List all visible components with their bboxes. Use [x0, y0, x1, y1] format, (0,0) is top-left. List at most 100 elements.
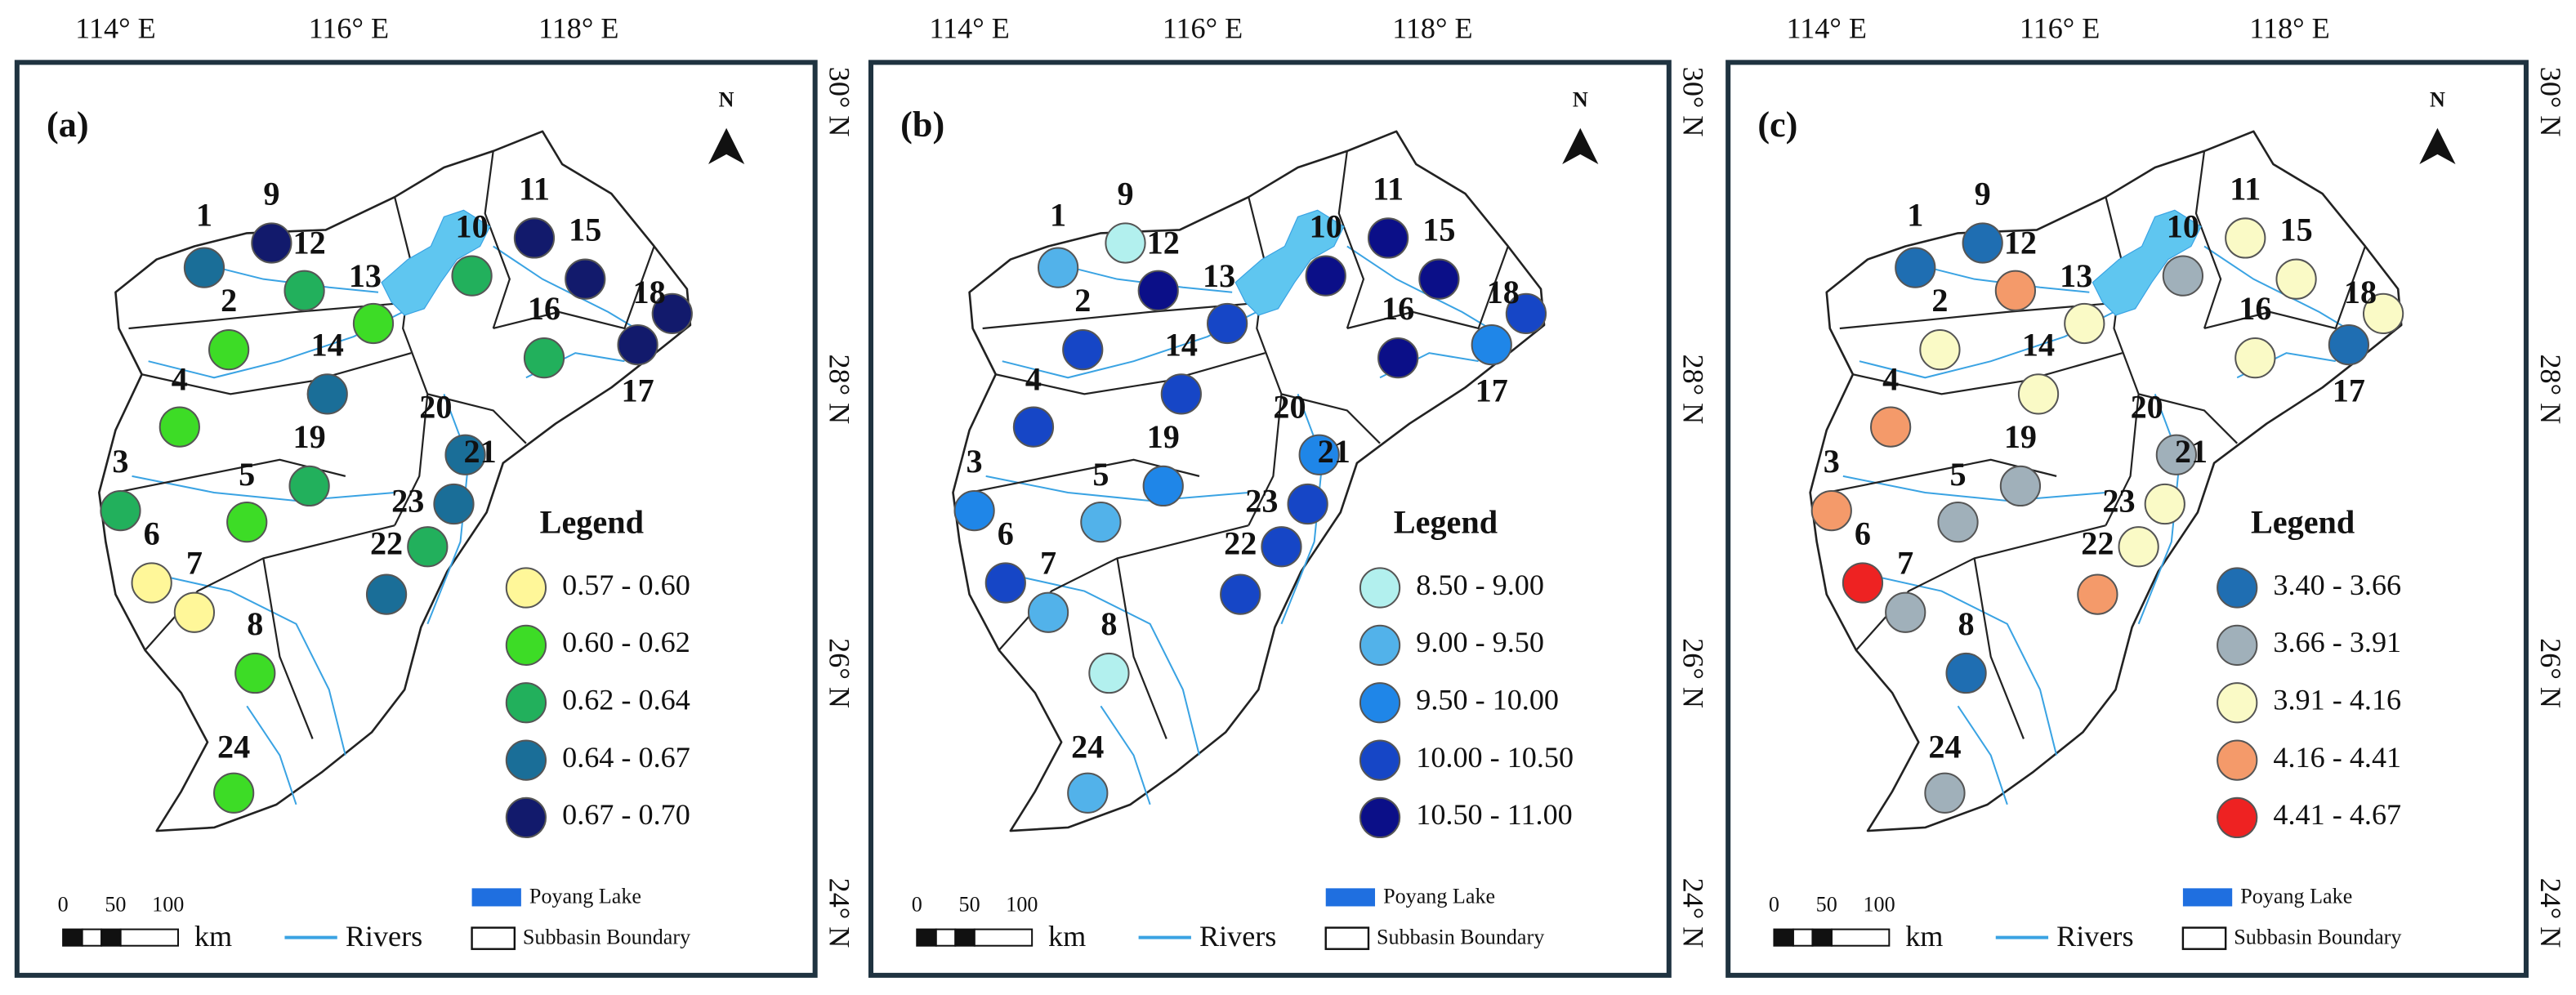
- station: [2155, 434, 2197, 475]
- latitude-label: 30° N: [823, 67, 855, 137]
- station: [1895, 247, 1936, 288]
- station: [173, 591, 216, 633]
- station-label: 1: [1907, 197, 1923, 234]
- station: [1919, 328, 1961, 371]
- station: [513, 217, 556, 259]
- scale-bar: [935, 928, 957, 947]
- legend-swatch: [1359, 624, 1401, 667]
- longitude-label: 118° E: [1392, 11, 1472, 44]
- station-label: 1: [1050, 197, 1066, 234]
- station-label: 7: [186, 545, 203, 582]
- legend-label: 0.67 - 0.70: [562, 798, 690, 831]
- boundary-legend: Subbasin Boundary: [523, 926, 690, 949]
- station: [1305, 255, 1346, 297]
- station-label: 19: [293, 418, 326, 455]
- station: [651, 292, 693, 335]
- lake-legend: Poyang Lake: [529, 884, 641, 908]
- legend-label: 0.60 - 0.62: [562, 626, 690, 658]
- legend-label: 0.62 - 0.64: [562, 684, 690, 716]
- station: [1505, 292, 1547, 335]
- station: [1810, 489, 1852, 532]
- legend-swatch: [1359, 682, 1401, 724]
- station: [352, 302, 395, 345]
- scale-tick: 0: [912, 892, 922, 916]
- station-label: 19: [1147, 418, 1180, 455]
- legend-swatch: [505, 624, 547, 667]
- lake-legend: Poyang Lake: [1383, 884, 1495, 908]
- station: [2328, 323, 2370, 366]
- boundary-legend-swatch: [1324, 926, 1370, 950]
- station-label: 21: [1318, 433, 1351, 470]
- scale-bar: [1830, 928, 1891, 947]
- longitude-label: 116° E: [2020, 11, 2100, 44]
- map-panel: 114° E 116° E 118° E 30° N 28° N 26° N 24° N (c…: [1726, 11, 2567, 978]
- station-label: 3: [112, 443, 128, 480]
- station: [444, 434, 486, 475]
- station: [1027, 591, 1069, 633]
- station: [226, 502, 268, 543]
- station-label: 8: [1100, 605, 1117, 642]
- station-label: 1: [196, 197, 212, 234]
- boundary-legend: Subbasin Boundary: [1377, 926, 1544, 949]
- station: [565, 258, 606, 300]
- legend-label: 3.91 - 4.16: [2273, 684, 2401, 716]
- station-label: 10: [2167, 208, 2199, 245]
- station: [1962, 222, 2003, 264]
- latitude-label: 30° N: [1677, 67, 1710, 137]
- legend-label: 4.41 - 4.67: [2273, 798, 2401, 831]
- legend-swatch: [2217, 796, 2258, 839]
- station: [2234, 337, 2276, 379]
- legend-label: 0.64 - 0.67: [562, 741, 690, 774]
- station: [1067, 772, 1109, 814]
- station: [1012, 406, 1055, 448]
- station-label: 21: [2175, 433, 2208, 470]
- scale-bar: [1773, 928, 1794, 947]
- legend-label: 3.66 - 3.91: [2273, 626, 2401, 658]
- station: [1870, 406, 1912, 448]
- station-label: 18: [633, 274, 666, 310]
- station: [1471, 323, 1512, 366]
- scale-bar: [916, 928, 937, 947]
- legend-swatch: [1359, 567, 1401, 609]
- station: [953, 489, 995, 532]
- station-label: 10: [1310, 208, 1342, 245]
- boundary-legend-swatch: [2181, 926, 2227, 950]
- scale-bar: [954, 928, 975, 947]
- scale-tick: 100: [1006, 892, 1038, 916]
- longitude-label: 116° E: [309, 11, 389, 44]
- station: [1418, 258, 1460, 300]
- station-label: 7: [1897, 545, 1913, 582]
- station-label: 20: [2131, 389, 2163, 426]
- station-label: 18: [1487, 274, 1520, 310]
- station-label: 5: [239, 456, 255, 493]
- scale-bar: [973, 928, 1034, 947]
- station-label: 15: [1422, 212, 1455, 248]
- station-label: 11: [2230, 170, 2261, 207]
- station: [1220, 573, 1261, 615]
- station-label: 5: [1092, 456, 1109, 493]
- rivers-legend: Rivers: [346, 920, 422, 953]
- legend-swatch: [505, 682, 547, 724]
- station: [523, 337, 565, 379]
- station: [2064, 302, 2105, 345]
- station: [183, 247, 225, 288]
- station: [1037, 247, 1079, 288]
- scale-bar: [119, 928, 180, 947]
- legend-label: 4.16 - 4.41: [2273, 741, 2401, 774]
- station-label: 4: [172, 361, 188, 398]
- station-label: 5: [1949, 456, 1966, 493]
- legend-label: 9.50 - 10.00: [1416, 684, 1559, 716]
- station-label: 8: [1958, 605, 1975, 642]
- latitude-label: 30° N: [2534, 67, 2567, 137]
- station-label: 6: [998, 515, 1014, 551]
- station: [131, 562, 172, 604]
- scale-unit: km: [194, 920, 232, 953]
- station-label: 24: [1071, 729, 1104, 765]
- station-label: 22: [2081, 525, 2114, 562]
- station-label: 13: [349, 257, 382, 294]
- station-label: 17: [2333, 373, 2365, 409]
- station-label: 2: [221, 282, 237, 319]
- station-label: 9: [263, 175, 279, 212]
- station-label: 22: [370, 525, 403, 562]
- station-label: 10: [455, 208, 488, 245]
